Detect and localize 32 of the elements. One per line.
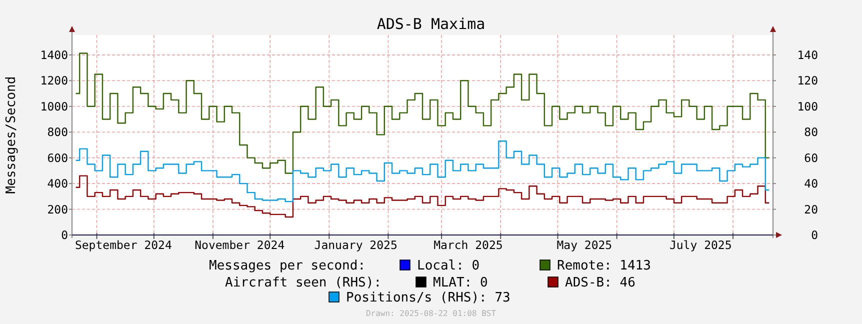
x-tick-label: January 2025 (314, 238, 398, 252)
y2-tick-label: 120 (797, 74, 818, 88)
legend-label: MLAT: 0 (433, 276, 488, 291)
legend-label: ADS-B: 46 (565, 276, 636, 291)
y-tick-label: 1000 (40, 99, 68, 114)
y2-tick-label: 100 (797, 99, 818, 114)
text: Drawn: 2025-08-22 01:08 BST (366, 308, 496, 318)
x-tick-label: March 2025 (434, 238, 503, 252)
chart-title: ADS-B Maxima (376, 15, 486, 33)
y-axis-title: Messages/Second (4, 76, 19, 194)
y-tick-label: 200 (47, 202, 68, 216)
text: Aircraft seen (RHS): (225, 276, 382, 291)
y-tick-label: 800 (47, 125, 68, 140)
y2-tick-label: 40 (804, 176, 818, 191)
x-tick-label: November 2024 (194, 238, 285, 252)
x-tick-label: May 2025 (556, 238, 612, 252)
y2-tick-label: 0 (811, 228, 818, 242)
text: Messages per second: (209, 258, 366, 274)
legend-label: Positions/s (RHS): 73 (346, 290, 510, 306)
y-tick-label: 1200 (40, 74, 68, 88)
y2-tick-label: 60 (804, 150, 818, 165)
y-tick-label: 0 (61, 228, 68, 242)
y-tick-label: 1400 (40, 48, 68, 62)
y2-tick-label: 140 (797, 48, 818, 62)
y2-tick-label: 80 (804, 125, 818, 140)
x-tick-label: September 2024 (74, 238, 172, 252)
y2-tick-label: 20 (804, 202, 818, 216)
y-tick-label: 400 (47, 176, 68, 191)
legend-label: Local: 0 (417, 258, 480, 274)
y-tick-label: 600 (47, 150, 68, 165)
x-tick-label: July 2025 (669, 238, 732, 252)
legend-label: Remote: 1413 (557, 258, 651, 274)
